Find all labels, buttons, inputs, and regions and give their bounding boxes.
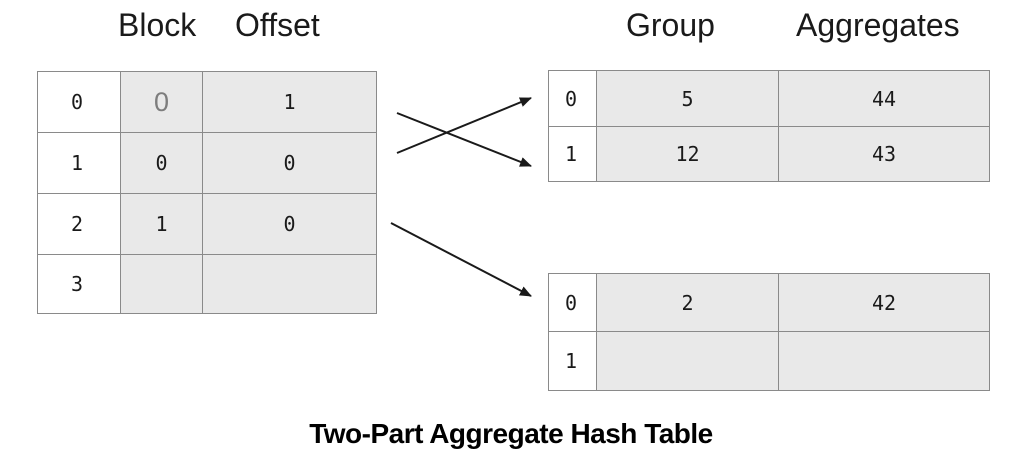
- arrow-row2-to-block1-row0: [390, 222, 532, 297]
- pointer-block-cell: [120, 254, 203, 314]
- data-row-index: 1: [548, 331, 597, 391]
- data-block-row: 1 12 43: [548, 126, 990, 182]
- pointer-row-index: 3: [37, 254, 121, 314]
- pointer-offset-cell: [202, 254, 377, 314]
- pointer-table-row: 1 0 0: [37, 132, 377, 194]
- group-cell: [596, 331, 779, 391]
- pointer-offset-cell: 0: [202, 132, 377, 194]
- aggregates-column-header: Aggregates: [796, 7, 960, 43]
- group-cell: 12: [596, 126, 779, 182]
- data-block-row: 1: [548, 331, 990, 391]
- block-column-header: Block: [118, 7, 197, 43]
- data-block-0: 0 5 44 1 12 43: [548, 70, 990, 182]
- offset-column-header: Offset: [235, 7, 320, 43]
- aggregates-cell: [778, 331, 990, 391]
- data-block-row: 0 5 44: [548, 70, 990, 127]
- diagram-caption: Two-Part Aggregate Hash Table: [309, 418, 713, 449]
- pointer-row-index: 2: [37, 193, 121, 255]
- pointer-offset-cell: 0: [202, 193, 377, 255]
- aggregates-cell: 42: [778, 273, 990, 332]
- data-block-row: 0 2 42: [548, 273, 990, 332]
- pointer-block-cell: 0: [120, 132, 203, 194]
- pointer-row-index: 1: [37, 132, 121, 194]
- group-cell: 5: [596, 70, 779, 127]
- pointer-offset-cell: 1: [202, 71, 377, 133]
- data-row-index: 0: [548, 273, 597, 332]
- pointer-block-cell: 1: [120, 193, 203, 255]
- arrow-row1-to-block0-row0: [396, 97, 532, 154]
- pointer-table-row: 0 0 1: [37, 71, 377, 133]
- pointer-table: 0 0 1 1 0 0 2 1 0 3: [37, 71, 377, 314]
- aggregates-cell: 43: [778, 126, 990, 182]
- pointer-table-row: 2 1 0: [37, 193, 377, 255]
- data-row-index: 0: [548, 70, 597, 127]
- data-block-1: 0 2 42 1: [548, 273, 990, 391]
- pointer-row-index: 0: [37, 71, 121, 133]
- pointer-table-row: 3: [37, 254, 377, 314]
- group-column-header: Group: [626, 7, 715, 43]
- arrow-row0-to-block0-row1: [396, 112, 532, 167]
